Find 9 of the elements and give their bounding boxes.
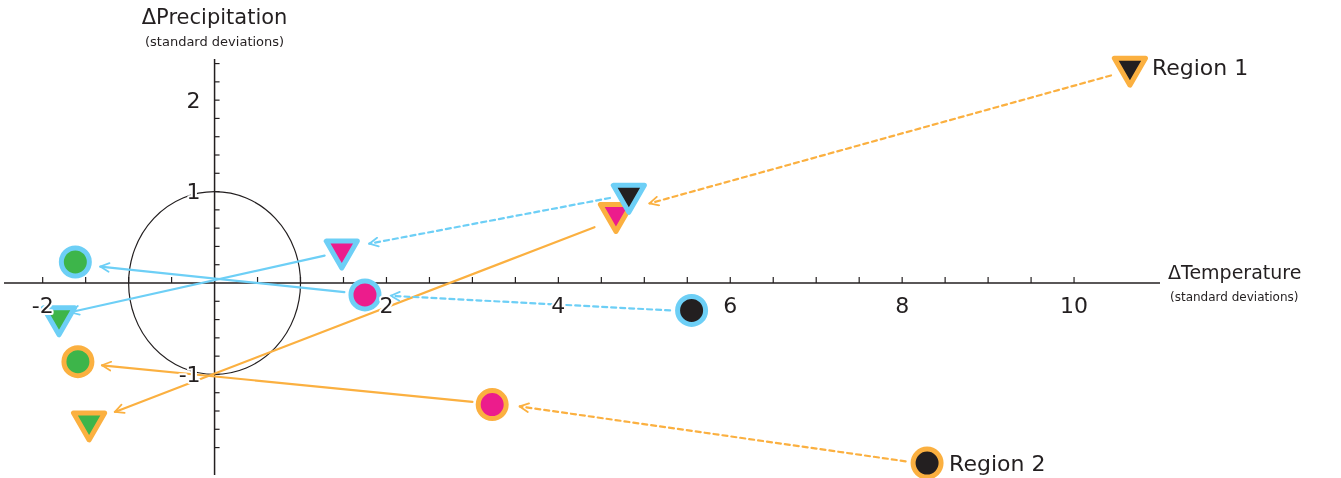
y-tick-label: 2 bbox=[186, 87, 201, 113]
y-axis-title: ΔPrecipitation(standard deviations) bbox=[141, 5, 288, 49]
x-tick-label: 8 bbox=[895, 293, 910, 318]
annotation: Region 1 bbox=[1151, 54, 1249, 80]
x-tick-label: 10 bbox=[1060, 293, 1089, 318]
annotation: Region 2 bbox=[949, 450, 1046, 476]
x-tick-label: -2 bbox=[31, 293, 54, 318]
x-tick-label: 6 bbox=[723, 293, 738, 318]
x-axis-title: ΔTemperature(standard deviations) bbox=[1168, 261, 1302, 304]
